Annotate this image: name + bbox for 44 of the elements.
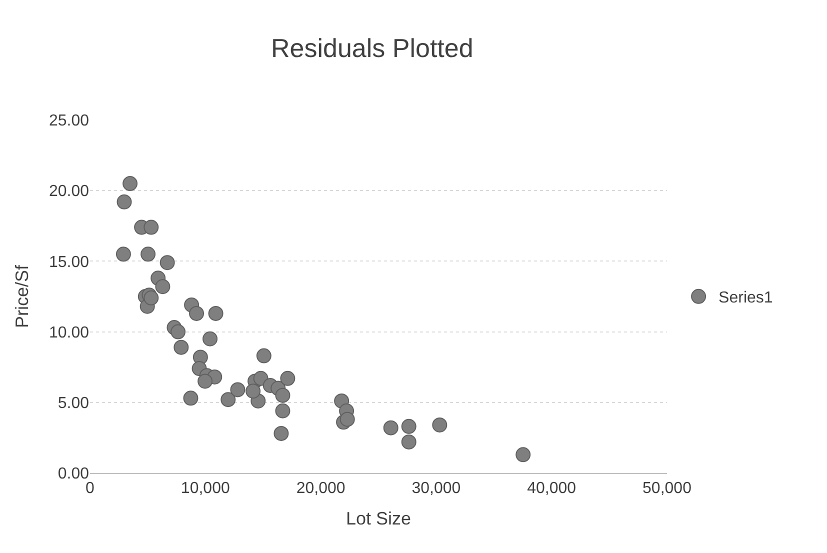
point bbox=[122, 176, 138, 192]
point bbox=[183, 390, 198, 406]
point bbox=[516, 447, 531, 462]
point bbox=[198, 374, 213, 389]
y-tick-label: 0.00 bbox=[58, 466, 90, 483]
x-tick-label: 30,000 bbox=[412, 480, 461, 498]
point bbox=[155, 279, 170, 294]
point bbox=[383, 420, 398, 436]
point bbox=[432, 417, 448, 432]
point bbox=[208, 306, 224, 321]
point bbox=[170, 324, 186, 340]
point bbox=[144, 220, 159, 235]
point bbox=[174, 340, 189, 355]
point bbox=[220, 392, 236, 408]
x-axis-title: Lot Size bbox=[346, 508, 412, 528]
point bbox=[275, 388, 290, 403]
y-tick-label: 5.00 bbox=[58, 395, 90, 412]
x-tick-label: 0 bbox=[86, 480, 95, 498]
chart-title: Residuals Plotted bbox=[270, 32, 474, 63]
y-tick-label: 20.00 bbox=[48, 183, 90, 200]
y-tick-label: 10.00 bbox=[48, 324, 90, 342]
point bbox=[246, 384, 261, 399]
point bbox=[202, 331, 218, 346]
x-tick-label: 50,000 bbox=[642, 480, 692, 498]
point bbox=[230, 382, 246, 398]
point bbox=[116, 246, 131, 262]
point bbox=[401, 418, 416, 434]
y-axis-title: Price/Sf bbox=[12, 264, 32, 328]
y-tick-label: 25.00 bbox=[48, 112, 90, 130]
y-tick-label: 15.00 bbox=[48, 254, 90, 271]
point bbox=[340, 412, 355, 427]
point bbox=[160, 255, 175, 270]
x-tick-label: 20,000 bbox=[296, 480, 346, 498]
point bbox=[189, 306, 204, 321]
point bbox=[280, 370, 296, 386]
legend-label: Series1 bbox=[718, 290, 773, 307]
x-tick-label: 40,000 bbox=[527, 480, 576, 498]
point bbox=[274, 426, 289, 441]
point bbox=[401, 434, 416, 450]
point bbox=[256, 348, 272, 364]
point bbox=[140, 246, 156, 262]
x-tick-label: 10,000 bbox=[180, 480, 230, 498]
point bbox=[116, 194, 132, 210]
point bbox=[275, 403, 290, 418]
